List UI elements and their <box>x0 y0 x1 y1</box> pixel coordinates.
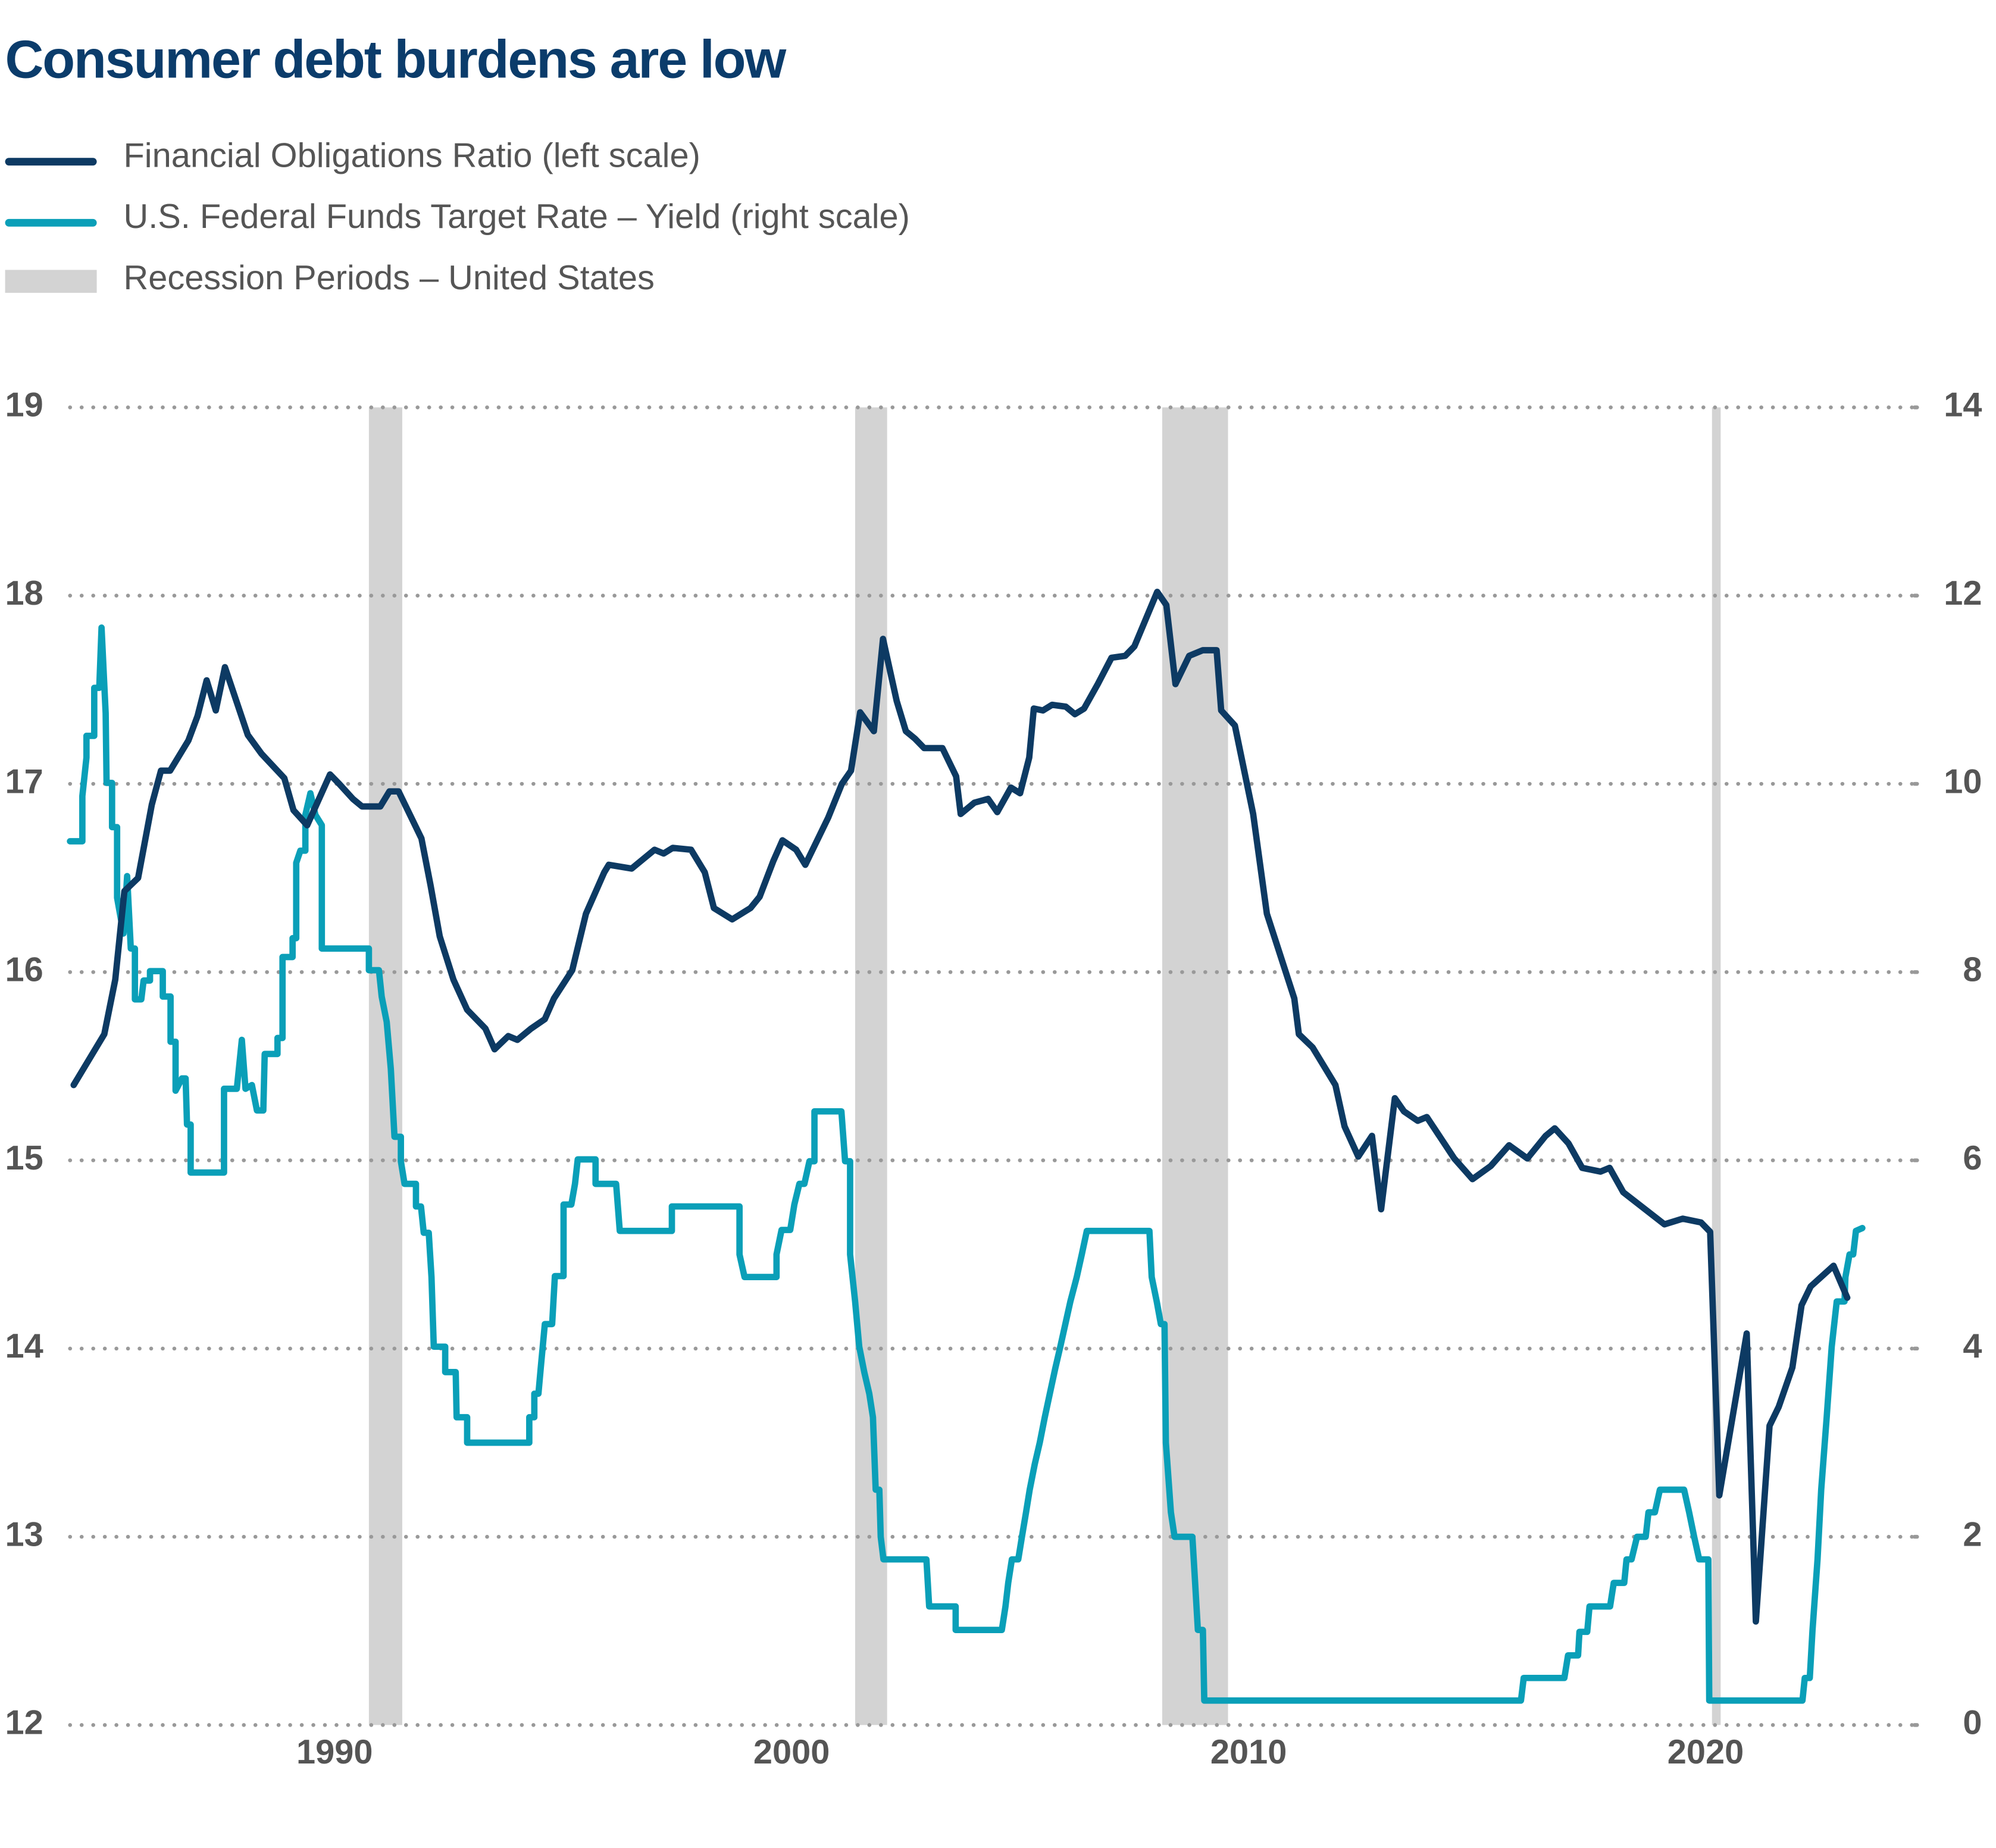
x-tick-label: 2010 <box>1210 1733 1287 1771</box>
x-tick-label: 1990 <box>296 1733 373 1771</box>
y2-tick-label: 8 <box>1963 951 1982 989</box>
recession-band <box>368 407 402 1725</box>
legend-swatch <box>5 270 97 293</box>
legend-label: Recession Periods – United States <box>123 259 654 297</box>
y2-tick-label: 10 <box>1944 762 1982 801</box>
y-tick-label: 16 <box>5 951 43 989</box>
y-tick-label: 17 <box>5 762 43 801</box>
recession-band <box>1712 407 1721 1725</box>
y-tick-label: 14 <box>5 1327 43 1365</box>
y-tick-label: 15 <box>5 1139 43 1177</box>
legend-label: U.S. Federal Funds Target Rate – Yield (… <box>123 198 909 236</box>
x-tick-label: 2000 <box>753 1733 830 1771</box>
series-line <box>67 624 1866 1704</box>
y-tick-label: 19 <box>5 386 43 424</box>
y2-tick-label: 2 <box>1963 1515 1982 1553</box>
chart-title: Consumer debt burdens are low <box>5 30 787 90</box>
series-line <box>70 589 1851 1625</box>
y-tick-label: 12 <box>5 1704 43 1742</box>
y2-tick-label: 4 <box>1963 1327 1982 1365</box>
x-tick-label: 2020 <box>1667 1733 1744 1771</box>
y2-tick-label: 6 <box>1963 1139 1982 1177</box>
y2-tick-label: 14 <box>1944 386 1982 424</box>
y2-tick-label: 0 <box>1963 1704 1982 1742</box>
legend-label: Financial Obligations Ratio (left scale) <box>123 136 700 174</box>
y-tick-label: 18 <box>5 574 43 612</box>
y2-tick-label: 12 <box>1944 574 1982 612</box>
y-tick-label: 13 <box>5 1515 43 1553</box>
